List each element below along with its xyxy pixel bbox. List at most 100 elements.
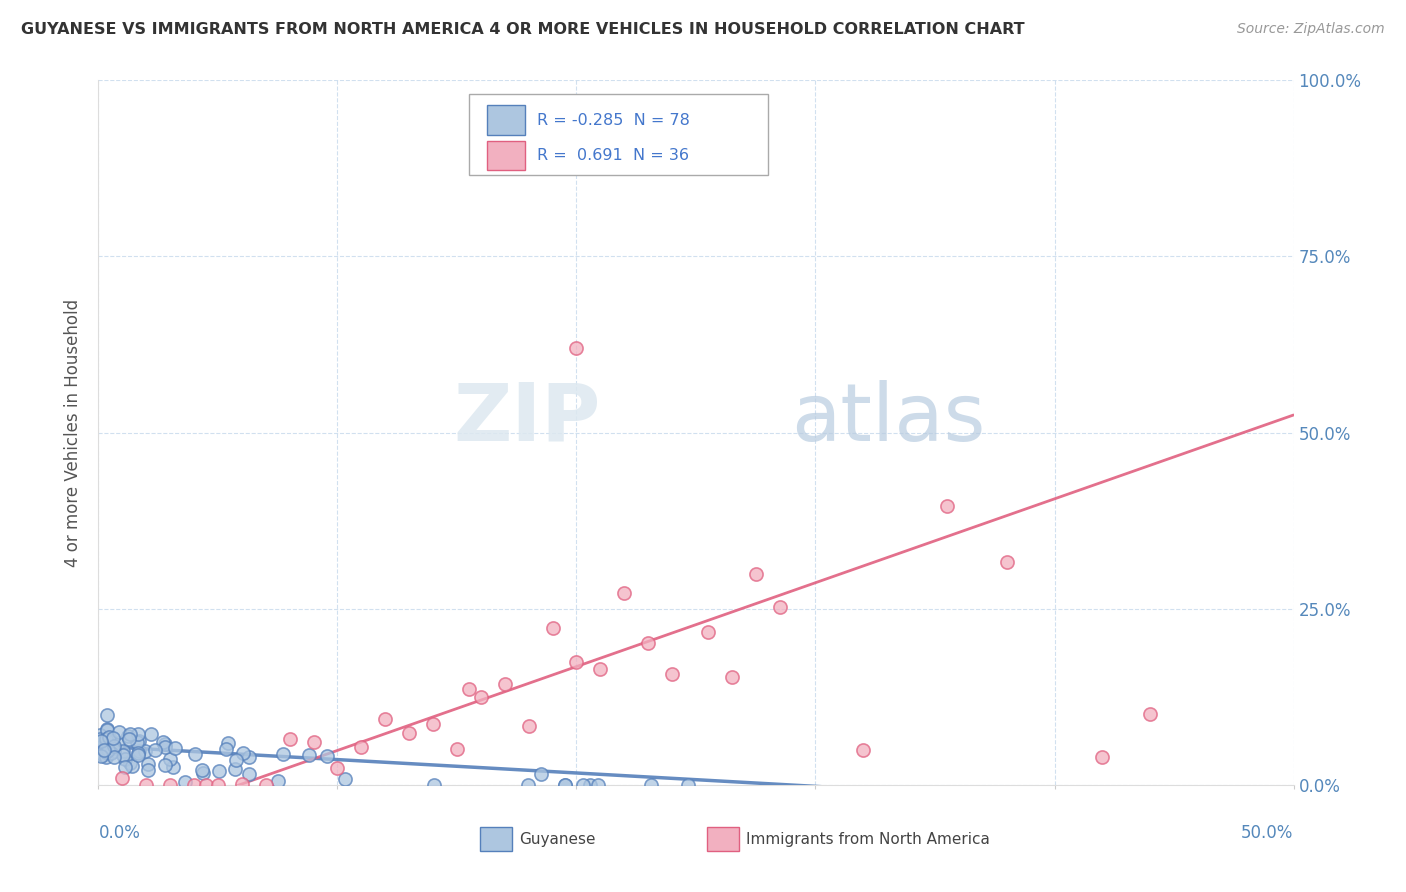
Point	[637, 636, 659, 650]
Point	[103, 739, 125, 753]
Point	[565, 655, 588, 669]
Point	[165, 740, 187, 755]
Point	[162, 759, 184, 773]
Point	[153, 737, 176, 751]
Point	[135, 778, 157, 792]
Point	[96, 723, 118, 737]
Point	[127, 747, 149, 762]
Point	[267, 773, 290, 788]
Point	[207, 778, 229, 792]
Point	[127, 727, 149, 741]
Point	[224, 762, 246, 776]
Point	[121, 758, 143, 772]
Point	[152, 734, 174, 748]
Point	[114, 759, 136, 773]
Point	[398, 725, 420, 739]
Point	[422, 716, 444, 731]
Point	[995, 555, 1018, 569]
Point	[768, 600, 790, 615]
Text: Source: ZipAtlas.com: Source: ZipAtlas.com	[1237, 22, 1385, 37]
Point	[127, 746, 149, 760]
Point	[143, 742, 166, 756]
Point	[374, 713, 396, 727]
Point	[238, 767, 260, 781]
Point	[278, 731, 301, 746]
Point	[529, 767, 551, 781]
Point	[94, 749, 117, 764]
Point	[661, 667, 683, 681]
Point	[613, 585, 636, 599]
Point	[107, 736, 129, 750]
Point	[184, 747, 207, 762]
Point	[852, 742, 875, 756]
Point	[128, 744, 150, 758]
Point	[350, 739, 373, 754]
Point	[326, 761, 349, 775]
Point	[125, 735, 148, 749]
Point	[640, 778, 662, 792]
Text: R = -0.285  N = 78: R = -0.285 N = 78	[537, 112, 690, 128]
Point	[721, 669, 744, 683]
Point	[217, 736, 239, 750]
Point	[191, 766, 214, 780]
Point	[107, 724, 129, 739]
Point	[589, 662, 612, 676]
Point	[111, 771, 134, 785]
Point	[93, 743, 115, 757]
Point	[174, 774, 197, 789]
Point	[153, 757, 176, 772]
Text: 0.0%: 0.0%	[98, 823, 141, 842]
FancyBboxPatch shape	[479, 827, 512, 851]
Text: 50.0%: 50.0%	[1241, 823, 1294, 842]
Point	[89, 735, 111, 749]
Y-axis label: 4 or more Vehicles in Household: 4 or more Vehicles in Household	[65, 299, 83, 566]
Point	[97, 743, 120, 757]
Text: Immigrants from North America: Immigrants from North America	[747, 831, 990, 847]
Point	[697, 624, 720, 639]
Point	[238, 750, 260, 764]
Text: ZIP: ZIP	[453, 379, 600, 458]
Point	[1139, 707, 1161, 722]
Point	[936, 500, 959, 514]
Point	[97, 730, 120, 744]
Point	[159, 778, 181, 792]
Point	[96, 745, 118, 759]
Point	[134, 744, 156, 758]
Point	[96, 723, 118, 737]
Point	[422, 778, 444, 792]
Point	[541, 622, 564, 636]
Point	[225, 753, 247, 767]
Point	[136, 763, 159, 777]
Point	[117, 729, 139, 743]
Point	[446, 742, 468, 756]
Point	[302, 735, 325, 749]
Point	[103, 741, 125, 756]
Point	[120, 756, 142, 771]
Point	[141, 727, 163, 741]
Point	[494, 677, 516, 691]
Point	[517, 719, 540, 733]
Text: atlas: atlas	[792, 379, 986, 458]
Point	[335, 772, 357, 787]
Point	[554, 778, 576, 792]
Point	[190, 763, 212, 777]
Point	[516, 778, 538, 792]
Point	[554, 778, 576, 792]
Point	[273, 747, 295, 761]
Point	[153, 739, 176, 754]
Point	[195, 778, 218, 792]
Point	[316, 749, 339, 764]
Point	[231, 777, 253, 791]
Point	[103, 750, 125, 764]
Point	[579, 778, 602, 792]
Text: Guyanese: Guyanese	[519, 831, 596, 847]
Text: R =  0.691  N = 36: R = 0.691 N = 36	[537, 148, 689, 163]
Point	[128, 734, 150, 748]
Point	[232, 746, 254, 760]
Point	[118, 726, 141, 740]
Point	[118, 731, 141, 746]
Point	[565, 341, 588, 355]
Point	[586, 778, 609, 792]
Point	[208, 764, 231, 778]
Point	[111, 748, 134, 763]
